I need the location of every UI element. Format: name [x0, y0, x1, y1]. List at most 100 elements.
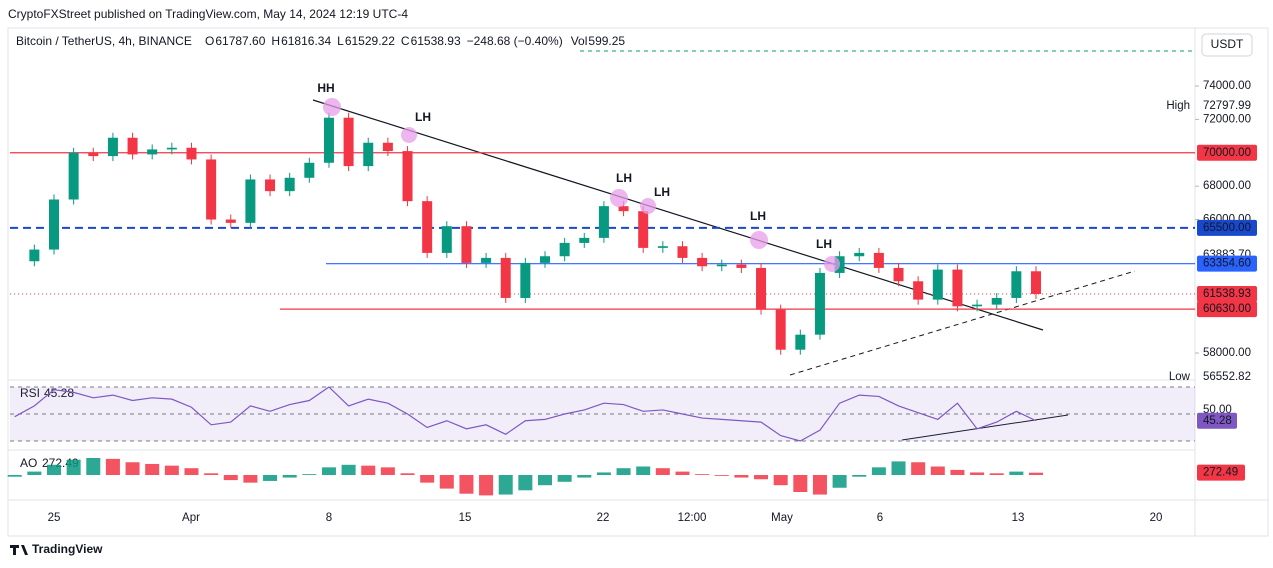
- candle: [697, 257, 708, 267]
- ao-bar: [302, 474, 317, 475]
- ao-bar: [125, 462, 140, 475]
- ao-bar: [164, 465, 179, 475]
- ao-bar: [263, 475, 278, 481]
- ao-bar: [7, 475, 22, 477]
- ao-bar: [655, 468, 670, 475]
- ao-bar: [498, 475, 513, 495]
- candle: [265, 179, 276, 192]
- candle: [579, 237, 590, 243]
- annotation: LH: [616, 171, 632, 185]
- rsi-line: [14, 386, 1037, 442]
- brand: TradingView: [32, 542, 103, 556]
- candle: [893, 267, 904, 282]
- candle: [1011, 271, 1022, 298]
- tag-name: High: [1166, 100, 1190, 112]
- ao-bar: [577, 475, 592, 478]
- price-tag: [1197, 369, 1257, 386]
- ao-bar: [1009, 471, 1024, 475]
- candle: [972, 304, 983, 307]
- ao-bar: [871, 467, 886, 475]
- candle: [107, 137, 118, 157]
- pivot: [323, 98, 341, 116]
- y-tick-label: 72000.00: [1203, 113, 1251, 125]
- candle: [402, 151, 413, 202]
- candle: [500, 257, 511, 298]
- ao-bar: [321, 467, 336, 475]
- candle: [284, 177, 295, 192]
- ao-bar: [400, 473, 415, 475]
- x-tick-label: 8: [326, 512, 332, 524]
- price-tag: [1197, 301, 1257, 318]
- candle: [598, 206, 609, 238]
- ao-bar: [596, 472, 611, 475]
- annotation: LH: [415, 110, 431, 124]
- currency[interactable]: USDT: [1211, 37, 1244, 51]
- candle: [952, 269, 963, 307]
- ao-bar: [675, 471, 690, 475]
- candle: [127, 137, 138, 155]
- price-tag-label: 72797.99: [1203, 100, 1251, 112]
- ao-tag-label: 272.49: [1203, 467, 1238, 479]
- ao-bar: [86, 458, 101, 475]
- candle: [814, 272, 825, 335]
- ao-tag: [1197, 464, 1245, 481]
- candle: [323, 117, 334, 163]
- volume-key: Vol: [571, 34, 588, 48]
- ohlc-value: 61816.34: [281, 34, 331, 48]
- ao-bar: [538, 475, 552, 486]
- candle: [1031, 271, 1041, 294]
- price-tag: [1197, 255, 1257, 272]
- currency-button[interactable]: [1201, 33, 1253, 57]
- candle: [873, 252, 884, 268]
- candle: [186, 147, 197, 160]
- price-tag-label: 61538.93: [1203, 288, 1251, 300]
- rsi-trendline: [901, 414, 1069, 441]
- candle: [559, 242, 570, 257]
- candle: [363, 142, 374, 167]
- ao-bar: [105, 458, 120, 475]
- ao-bar: [636, 466, 651, 475]
- candle: [716, 264, 727, 267]
- ao-name: AO: [20, 456, 37, 470]
- ao-bar: [439, 475, 454, 489]
- candle: [736, 264, 747, 268]
- ao-bar: [47, 464, 61, 475]
- price-tag-label: 63354.60: [1203, 258, 1251, 270]
- symbol: Bitcoin / TetherUS, 4h, BINANCE: [16, 34, 192, 48]
- x-tick-label: 6: [877, 512, 883, 524]
- ohlc-key: O: [205, 34, 214, 48]
- ao-bar: [812, 475, 827, 495]
- ao-bar: [479, 475, 494, 496]
- candle: [422, 201, 433, 253]
- ao-bar: [695, 474, 710, 475]
- x-tick-label: 25: [48, 512, 61, 524]
- price-tag-label: 65500.00: [1203, 222, 1251, 234]
- ao-bar: [204, 473, 219, 475]
- ao-bar: [773, 475, 788, 486]
- price-tag: [1197, 98, 1257, 115]
- chart-frame: [7, 27, 1269, 537]
- ohlc-key: C: [401, 34, 410, 48]
- price-tag-label: 56552.82: [1203, 371, 1251, 383]
- candle: [343, 117, 354, 167]
- annotation: LH: [654, 185, 670, 199]
- pivot: [640, 198, 656, 214]
- candle: [88, 152, 99, 157]
- price-tag-label: 70000.00: [1203, 147, 1251, 159]
- ao-bar: [793, 475, 808, 492]
- annotation: LH: [750, 209, 766, 223]
- candle: [756, 267, 767, 310]
- publisher: CryptoFXStreet published on TradingView.…: [8, 7, 408, 21]
- x-tick-label: Apr: [182, 512, 200, 524]
- y-tick-label: 74000.00: [1203, 80, 1251, 92]
- pivot-markers: [323, 98, 840, 272]
- ao-bar: [341, 464, 356, 475]
- tag-name: Low: [1169, 371, 1191, 383]
- price-tag: [1197, 285, 1257, 302]
- candle: [520, 262, 531, 298]
- annotation: HH: [317, 81, 334, 95]
- candle: [932, 269, 943, 300]
- x-tick-label: May: [771, 512, 793, 524]
